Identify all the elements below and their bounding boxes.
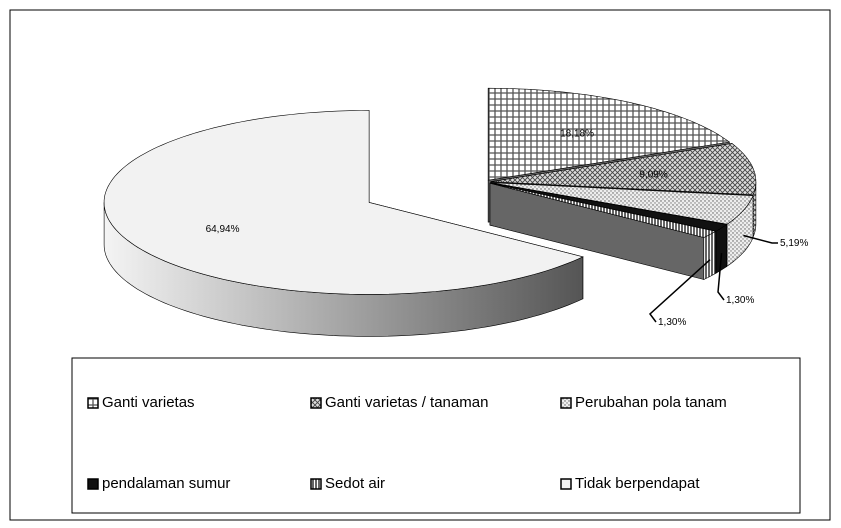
- legend-label: Ganti varietas: [102, 394, 195, 411]
- pie-slice: [489, 182, 717, 280]
- legend-swatch: [560, 478, 572, 490]
- slice-side: [715, 224, 727, 274]
- slice-top: [490, 182, 754, 225]
- chart-border: [9, 9, 831, 521]
- data-label: 5,19%: [780, 238, 808, 249]
- legend-box: [71, 357, 801, 514]
- legend-label: pendalaman sumur: [102, 475, 230, 492]
- slice-top: [489, 182, 717, 238]
- data-label: 9,09%: [639, 170, 667, 181]
- legend-label: Sedot air: [325, 475, 385, 492]
- pie-slice: [103, 110, 584, 337]
- leader-line: [743, 234, 778, 244]
- data-label: 18,18%: [560, 128, 594, 139]
- legend-label: Tidak berpendapat: [575, 475, 700, 492]
- data-label: 64,94%: [206, 224, 240, 235]
- legend-swatch: [87, 397, 99, 409]
- legend-swatch: [310, 397, 322, 409]
- data-label: 1,30%: [726, 295, 754, 306]
- slice-top: [103, 110, 584, 295]
- legend-swatch: [310, 478, 322, 490]
- legend-label: Perubahan pola tanam: [575, 394, 727, 411]
- data-label: 1,30%: [658, 317, 686, 328]
- slice-top: [487, 87, 731, 181]
- leader-line: [717, 253, 725, 301]
- legend-swatch: [87, 478, 99, 490]
- slice-side: [703, 230, 717, 280]
- slice-top: [490, 143, 757, 196]
- legend-swatch: [560, 397, 572, 409]
- leader-line: [648, 259, 711, 323]
- legend-label: Ganti varietas / tanaman: [325, 394, 488, 411]
